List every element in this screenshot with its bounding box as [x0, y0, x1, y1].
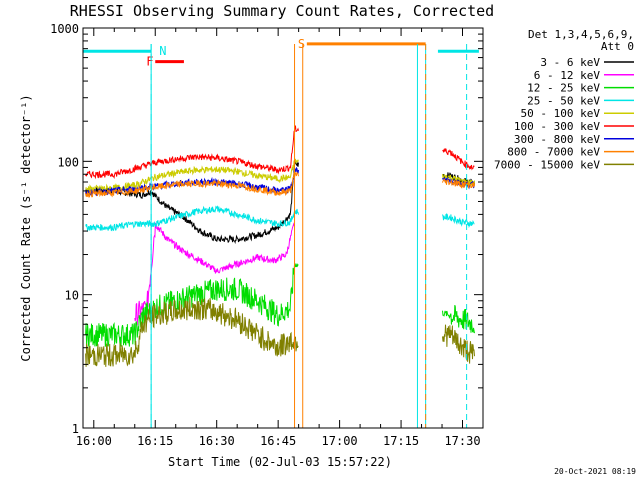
y-tick-label: 1000 [50, 22, 79, 36]
x-tick-label: 17:00 [322, 434, 358, 448]
x-tick-label: 16:15 [137, 434, 173, 448]
legend-header-line-1: Det 1,3,4,5,6,9, [528, 28, 634, 41]
legend-label: 800 - 7000 keV [507, 146, 600, 159]
legend-label: 50 - 100 keV [521, 107, 601, 120]
legend-label: 7000 - 15000 keV [494, 158, 600, 171]
plot-frame [82, 27, 484, 429]
x-tick-label: 16:00 [76, 434, 112, 448]
y-tick-label: 10 [65, 289, 79, 303]
series-line [85, 124, 475, 180]
chart-title: RHESSI Observing Summary Count Rates, Co… [70, 2, 494, 20]
flag-bars: NF S [83, 37, 479, 69]
series-line [85, 160, 475, 245]
y-tick-label: 1 [72, 422, 79, 436]
legend-label: 12 - 25 keV [527, 82, 600, 95]
x-tick-label: 17:15 [383, 434, 419, 448]
legend-label: 6 - 12 keV [534, 69, 601, 82]
flag-label: S [298, 37, 305, 51]
legend-header-line-2: Att 0 [601, 40, 634, 53]
chart-traces [85, 124, 475, 367]
x-tick-label: 17:30 [444, 434, 480, 448]
series-line [134, 222, 295, 326]
y-tick-label: 100 [57, 155, 79, 169]
y-axis-label: Corrected Count Rate (s⁻¹ detector⁻¹) [19, 94, 33, 361]
axes: 16:00 16:15 16:30 16:45 17:00 17:15 17:30 1 10 10… [50, 22, 484, 448]
footer-timestamp: 20-Oct-2021 08:19 [554, 467, 636, 476]
series-line [85, 171, 475, 198]
series-line [85, 263, 475, 347]
legend-label: 3 - 6 keV [540, 56, 600, 69]
flag-label: N [159, 44, 166, 58]
legend-label: 300 - 800 keV [514, 133, 600, 146]
flag-label: F [146, 55, 153, 69]
series-line [85, 205, 475, 233]
vertical-markers [150, 44, 468, 428]
legend-label: 25 - 50 keV [527, 94, 600, 107]
legend-label: 100 - 300 keV [514, 120, 600, 133]
x-axis-label: Start Time (02-Jul-03 15:57:22) [168, 455, 392, 469]
x-tick-label: 16:45 [260, 434, 296, 448]
series-line [85, 296, 475, 367]
x-tick-label: 16:30 [199, 434, 235, 448]
